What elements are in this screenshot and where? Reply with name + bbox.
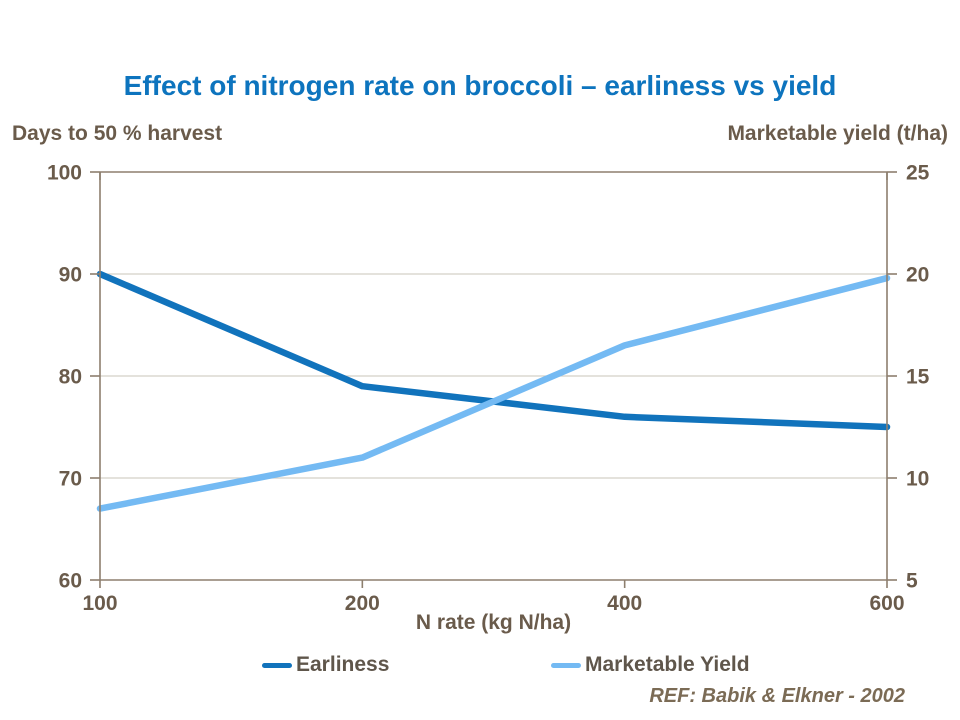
left-axis-tick-label: 70 (59, 468, 82, 491)
marketable-yield-line-swatch (551, 662, 581, 668)
x-axis-tick-label: 100 (82, 592, 117, 615)
right-axis-label: Marketable yield (t/ha) (727, 122, 948, 145)
x-axis-title: N rate (kg N/ha) (415, 611, 572, 634)
left-axis-tick-label: 80 (59, 366, 82, 389)
left-axis-label: Days to 50 % harvest (12, 122, 223, 145)
x-axis-tick-label: 400 (607, 592, 642, 615)
left-axis-tick-label: 60 (59, 570, 82, 593)
right-axis-tick-label: 15 (906, 366, 930, 389)
x-axis-tick-label: 600 (869, 592, 904, 615)
legend-item-marketable-yield: Marketable Yield (551, 653, 750, 677)
reference-citation: REF: Babik & Elkner - 2002 (649, 685, 905, 707)
legend-label-earliness: Earliness (296, 653, 390, 676)
legend-label-marketable-yield: Marketable Yield (585, 653, 750, 676)
legend-item-earliness: Earliness (262, 653, 389, 677)
right-axis-tick-label: 5 (906, 570, 918, 593)
right-axis-tick-label: 25 (906, 162, 930, 185)
earliness-line-swatch (262, 662, 292, 668)
left-axis-tick-label: 100 (47, 162, 82, 185)
right-axis-tick-label: 20 (906, 264, 929, 287)
marketable-yield-line (96, 274, 891, 512)
left-axis-tick-label: 90 (59, 264, 82, 287)
chart-title: Effect of nitrogen rate on broccoli – ea… (123, 70, 837, 101)
x-axis-tick-label: 200 (345, 592, 380, 615)
right-axis-tick-label: 10 (906, 468, 929, 491)
